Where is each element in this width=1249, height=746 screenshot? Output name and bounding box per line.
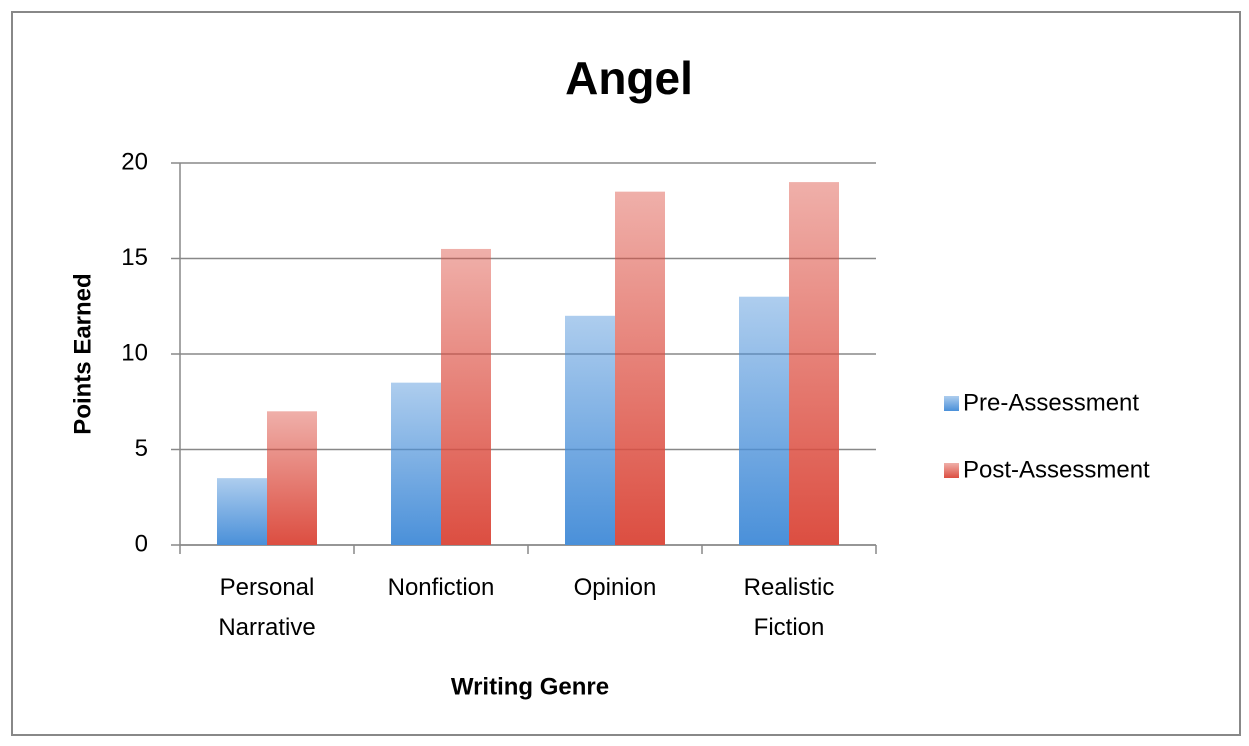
x-tick-label: Opinion xyxy=(573,574,657,601)
bar xyxy=(441,248,491,545)
x-axis-label: Writing Genre xyxy=(451,673,609,700)
bar xyxy=(217,478,267,545)
legend-label: Pre-Assessment xyxy=(963,389,1139,416)
y-tick-label: 10 xyxy=(121,339,148,366)
bar xyxy=(739,296,789,545)
y-tick-label: 15 xyxy=(121,244,148,271)
bar xyxy=(565,315,615,545)
y-tick-label: 5 xyxy=(135,435,148,462)
y-axis-label: Points Earned xyxy=(69,273,96,434)
legend-label: Post-Assessment xyxy=(963,456,1150,483)
legend-swatch xyxy=(944,463,959,478)
chart-title: Angel xyxy=(565,52,693,104)
x-tick-label: Nonfiction xyxy=(387,574,495,601)
x-tick-label-box: Personal Narrative xyxy=(218,574,316,641)
x-tick-label: Personal Narrative xyxy=(218,574,316,641)
y-tick-label: 20 xyxy=(121,148,148,175)
bar xyxy=(391,382,441,545)
bar xyxy=(789,182,839,545)
x-tick-label-box: Opinion xyxy=(573,574,657,601)
bar xyxy=(615,191,665,545)
bar xyxy=(267,411,317,545)
y-tick-label: 0 xyxy=(135,530,148,557)
x-tick-label-box: Realistic Fiction xyxy=(743,574,835,641)
x-tick-label-box: Nonfiction xyxy=(387,574,495,601)
legend-swatch xyxy=(944,396,959,411)
x-tick-label: Realistic Fiction xyxy=(743,574,835,641)
